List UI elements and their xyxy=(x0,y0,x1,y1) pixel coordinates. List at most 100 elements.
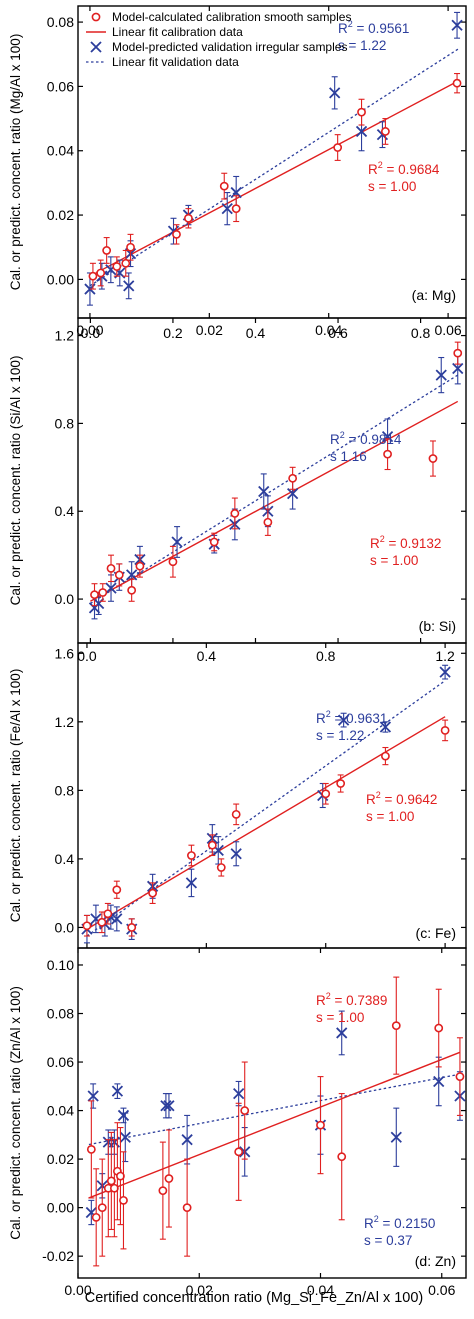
validation-point xyxy=(163,1100,175,1112)
validation-s-label: s = 0.37 xyxy=(364,1233,412,1248)
plot-frame xyxy=(77,947,467,1279)
calibration-point xyxy=(357,107,366,117)
panel-label: (a: Mg) xyxy=(412,287,456,303)
calibration-point xyxy=(164,1174,174,1183)
validation-point xyxy=(111,913,123,925)
calibration-point xyxy=(91,1212,101,1222)
validation-fit-line xyxy=(88,1073,461,1146)
y-tick-label: 1.6 xyxy=(55,645,75,661)
y-tick-label: 0.08 xyxy=(47,1006,74,1022)
calibration-point xyxy=(288,473,298,483)
calibration-point xyxy=(168,557,178,567)
validation-point xyxy=(258,485,270,498)
calibration-point xyxy=(172,229,181,239)
validation-point xyxy=(233,1087,245,1100)
calibration-point xyxy=(434,1023,444,1033)
x-tick-label: 1.2 xyxy=(435,648,455,664)
x-tick-label: 0.04 xyxy=(307,1282,334,1298)
y-axis-title: Cal. or predict. concent. ratio (Si/Al x… xyxy=(8,356,23,606)
calibration-s-label: s = 1.00 xyxy=(370,553,418,568)
calibration-point xyxy=(219,181,229,191)
y-tick-label: 0.0 xyxy=(55,919,75,935)
calibration-r2: R2 = 0.9132 xyxy=(370,534,441,551)
calibration-fit-line xyxy=(90,400,459,602)
calibration-point xyxy=(231,204,241,214)
calibration-point xyxy=(112,262,122,271)
calibration-r2: R2 = 0.9642 xyxy=(366,790,437,807)
calibration-s-label: s = 1.00 xyxy=(366,809,414,824)
calibration-point xyxy=(207,840,217,850)
legend-validation-marker xyxy=(90,41,102,53)
x-tick-label: 0.8 xyxy=(316,648,336,664)
panel-label: (c: Fe) xyxy=(416,925,456,941)
validation-point xyxy=(117,1109,130,1122)
calibration-point xyxy=(158,1186,168,1196)
x-tick-label: 0.4 xyxy=(246,325,266,341)
calibration-fit-line xyxy=(89,79,461,277)
x-tick-label: 0.06 xyxy=(434,322,461,338)
validation-point xyxy=(185,877,198,889)
y-tick-label: 1.2 xyxy=(55,714,75,730)
y-axis-title: Cal. or predict. concent. ratio (Zn/Al x… xyxy=(8,986,23,1240)
calibration-r2: R2 = 0.9684 xyxy=(368,160,440,177)
x-tick-label: 0.02 xyxy=(196,322,223,338)
validation-point xyxy=(126,569,138,581)
x-tick-label: 0.02 xyxy=(186,1282,213,1298)
calibration-point xyxy=(97,1203,107,1213)
calibration-point xyxy=(453,348,463,358)
validation-point xyxy=(439,666,451,678)
calibration-point xyxy=(127,585,137,595)
y-axis-title: Cal. or predict. concent. ratio (Fe/Al x… xyxy=(8,669,23,923)
y-tick-label: 0.04 xyxy=(47,1103,74,1119)
validation-s-label: s 1.16 xyxy=(330,449,367,464)
validation-point xyxy=(435,369,447,381)
validation-point xyxy=(123,280,135,292)
x-tick-label: 0.0 xyxy=(81,325,101,341)
calibration-point xyxy=(106,1176,116,1186)
y-tick-label: 0.4 xyxy=(55,503,75,519)
calibration-point xyxy=(383,449,392,459)
calibration-point xyxy=(234,1147,244,1157)
y-tick-label: 0.04 xyxy=(47,143,74,159)
calibration-point xyxy=(103,909,113,919)
y-tick-label: 0.06 xyxy=(47,78,74,94)
calibration-r2: R2 = 0.7389 xyxy=(316,991,387,1008)
calibration-point xyxy=(209,537,219,547)
validation-point xyxy=(355,125,368,138)
calibration-point xyxy=(381,751,390,761)
panel-0: 0.00 0.02 0.04 0.06 0.08 0.00 0.02 0.04 0.06 Cal.… xyxy=(8,5,467,338)
calibration-s-label: s = 1.00 xyxy=(368,179,416,194)
y-tick-label: 1.2 xyxy=(55,328,75,344)
calibration-point xyxy=(148,888,158,898)
calibration-point xyxy=(333,143,343,152)
calibration-point xyxy=(98,588,108,597)
legend: Model-calculated calibration smooth samp… xyxy=(86,10,351,69)
validation-point xyxy=(336,1027,348,1039)
validation-r2: R2 = 0.2150 xyxy=(364,1214,435,1231)
calibration-point xyxy=(97,917,107,927)
panel-label: (d: Zn) xyxy=(415,1253,456,1269)
y-tick-label: 0.4 xyxy=(55,851,75,867)
calibration-point xyxy=(391,1021,401,1031)
plot-frame xyxy=(77,317,467,644)
calibration-point xyxy=(184,213,193,223)
x-tick-label: 0.04 xyxy=(315,322,342,338)
validation-r2: R2 = 0.9561 xyxy=(338,19,409,36)
calibration-point xyxy=(82,921,92,931)
validation-point xyxy=(87,1090,99,1102)
calibration-point xyxy=(96,268,106,278)
validation-point xyxy=(105,582,117,594)
calibration-point xyxy=(109,1183,119,1193)
validation-fit-line xyxy=(90,374,459,605)
validation-point xyxy=(390,1131,402,1143)
x-axis-title: Certified concentration ratio (Mg_Si_Fe_… xyxy=(85,1290,424,1306)
validation-point xyxy=(119,1131,131,1143)
calibration-point xyxy=(187,851,196,860)
calibration-point xyxy=(119,1195,128,1205)
y-axis-title: Cal. or predict. concent. ratio (Mg/Al x… xyxy=(8,34,23,291)
calibration-point xyxy=(231,809,241,819)
validation-point xyxy=(433,1075,445,1088)
legend-validation-points-label: Model-predicted validation irregular sam… xyxy=(112,40,347,54)
